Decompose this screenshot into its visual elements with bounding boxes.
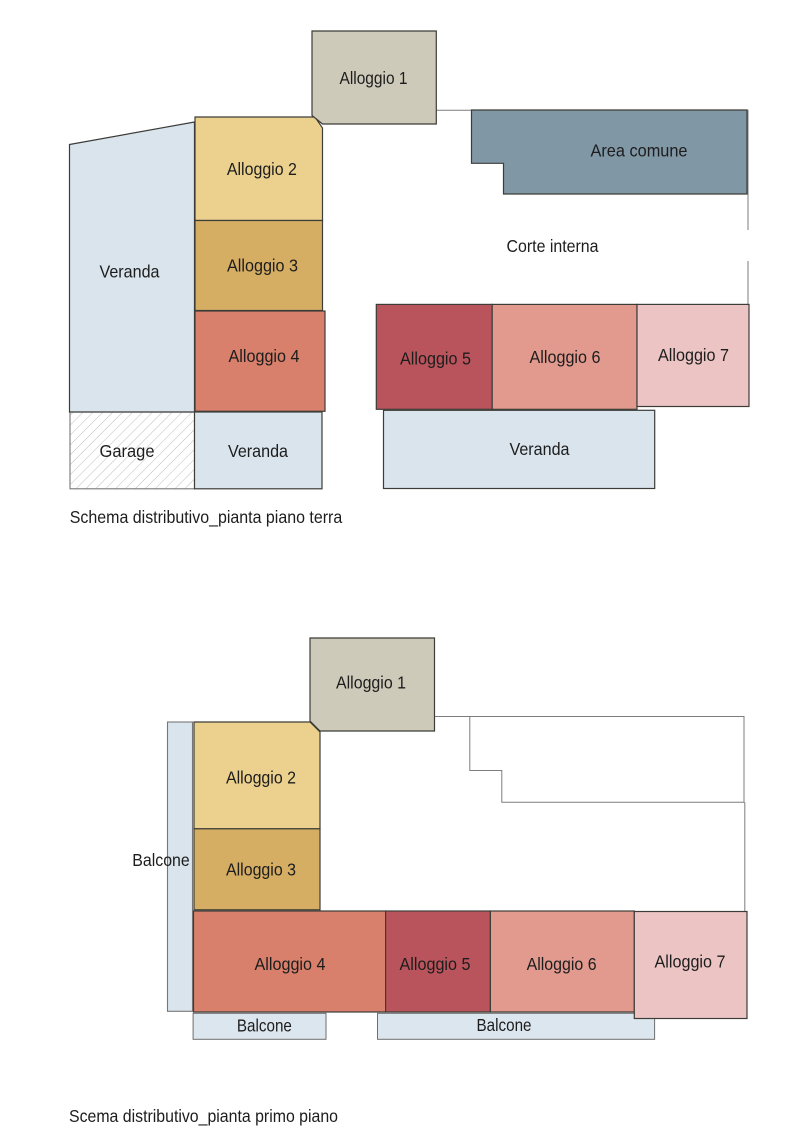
svg-text:Alloggio 7: Alloggio 7: [658, 345, 729, 365]
svg-text:Alloggio 7: Alloggio 7: [655, 952, 726, 972]
svg-text:Scema distributivo_pianta prim: Scema distributivo_pianta primo piano: [69, 1106, 338, 1127]
svg-text:Veranda: Veranda: [100, 262, 160, 282]
svg-text:Alloggio 4: Alloggio 4: [255, 954, 326, 974]
svg-text:Schema distributivo_pianta pia: Schema distributivo_pianta piano terra: [70, 507, 343, 528]
svg-text:Veranda: Veranda: [228, 441, 288, 461]
svg-text:Alloggio 5: Alloggio 5: [400, 349, 471, 369]
svg-text:Alloggio 3: Alloggio 3: [226, 860, 296, 880]
svg-text:Garage: Garage: [100, 441, 155, 461]
svg-text:Alloggio 1: Alloggio 1: [336, 673, 406, 693]
svg-text:Alloggio 2: Alloggio 2: [226, 768, 296, 788]
svg-text:Balcone: Balcone: [477, 1015, 532, 1035]
svg-text:Alloggio 3: Alloggio 3: [227, 256, 298, 276]
svg-text:Balcone: Balcone: [237, 1015, 292, 1035]
svg-text:Corte interna: Corte interna: [507, 236, 599, 256]
svg-text:Alloggio 5: Alloggio 5: [400, 954, 471, 974]
svg-text:Alloggio 4: Alloggio 4: [229, 346, 300, 366]
svg-text:Area comune: Area comune: [591, 141, 688, 161]
svg-text:Veranda: Veranda: [510, 439, 570, 459]
svg-text:Balcone: Balcone: [132, 850, 190, 870]
svg-text:Alloggio 2: Alloggio 2: [227, 159, 297, 179]
svg-text:Alloggio 6: Alloggio 6: [527, 954, 597, 974]
svg-text:Alloggio 6: Alloggio 6: [530, 347, 601, 367]
svg-text:Alloggio 1: Alloggio 1: [340, 68, 408, 88]
